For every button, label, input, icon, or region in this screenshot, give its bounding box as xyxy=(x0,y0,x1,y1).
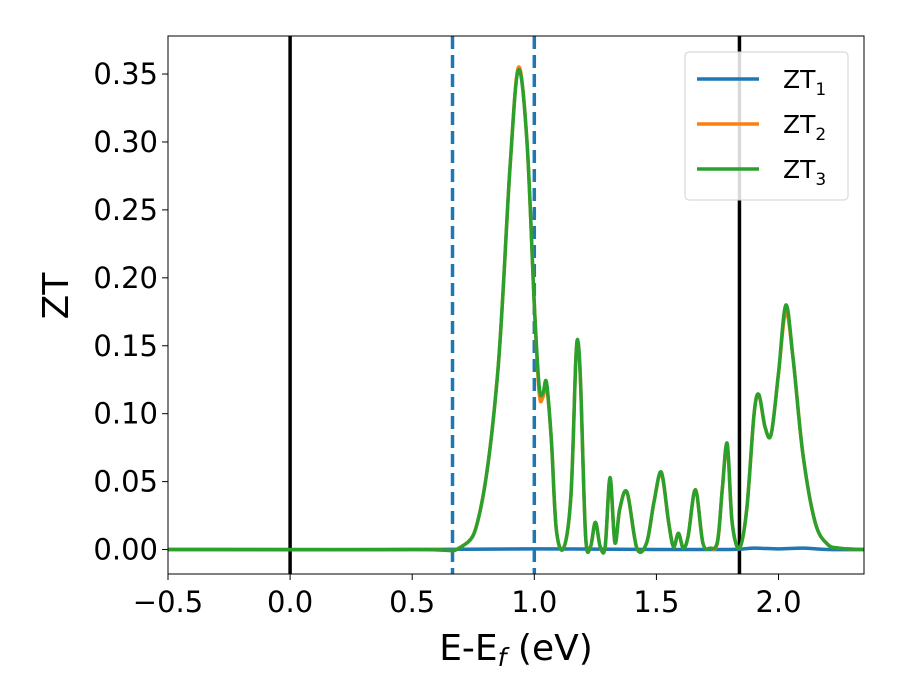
y-axis-title: ZT xyxy=(36,272,77,320)
legend-label-2: ZT3 xyxy=(783,155,826,190)
y-tick-label-2: 0.10 xyxy=(93,397,158,431)
x-tick-label-5: 2.0 xyxy=(755,585,801,619)
x-tick-label-0: −0.5 xyxy=(133,585,203,619)
plot-area xyxy=(168,36,864,574)
legend-label-1: ZT2 xyxy=(783,110,826,145)
legend: ZT1 ZT2 ZT3 xyxy=(684,51,849,201)
y-tick-label-1: 0.05 xyxy=(93,465,158,499)
y-tick-label-6: 0.30 xyxy=(93,125,158,159)
x-tick-label-4: 1.5 xyxy=(633,585,679,619)
plot-frame xyxy=(167,35,865,575)
y-tick-label-3: 0.15 xyxy=(93,329,158,363)
x-tick-label-2: 0.5 xyxy=(389,585,435,619)
legend-box xyxy=(684,51,849,201)
legend-label-0: ZT1 xyxy=(783,65,826,100)
series-line-2 xyxy=(168,68,864,555)
y-tick-label-7: 0.35 xyxy=(93,57,158,91)
x-tick-label-1: 0.0 xyxy=(267,585,313,619)
x-axis-title: E-Ef (eV) xyxy=(439,628,593,672)
x-tick-label-3: 1.0 xyxy=(511,585,557,619)
axes: −0.5 0.0 0.5 1.0 1.5 2.0 0.00 0.05 0.10 0.15 0.20 0… xyxy=(93,35,865,619)
y-tick-label-4: 0.20 xyxy=(93,261,158,295)
y-tick-label-5: 0.25 xyxy=(93,193,158,227)
y-tick-label-0: 0.00 xyxy=(93,533,158,567)
plot-clip-group xyxy=(168,36,864,574)
